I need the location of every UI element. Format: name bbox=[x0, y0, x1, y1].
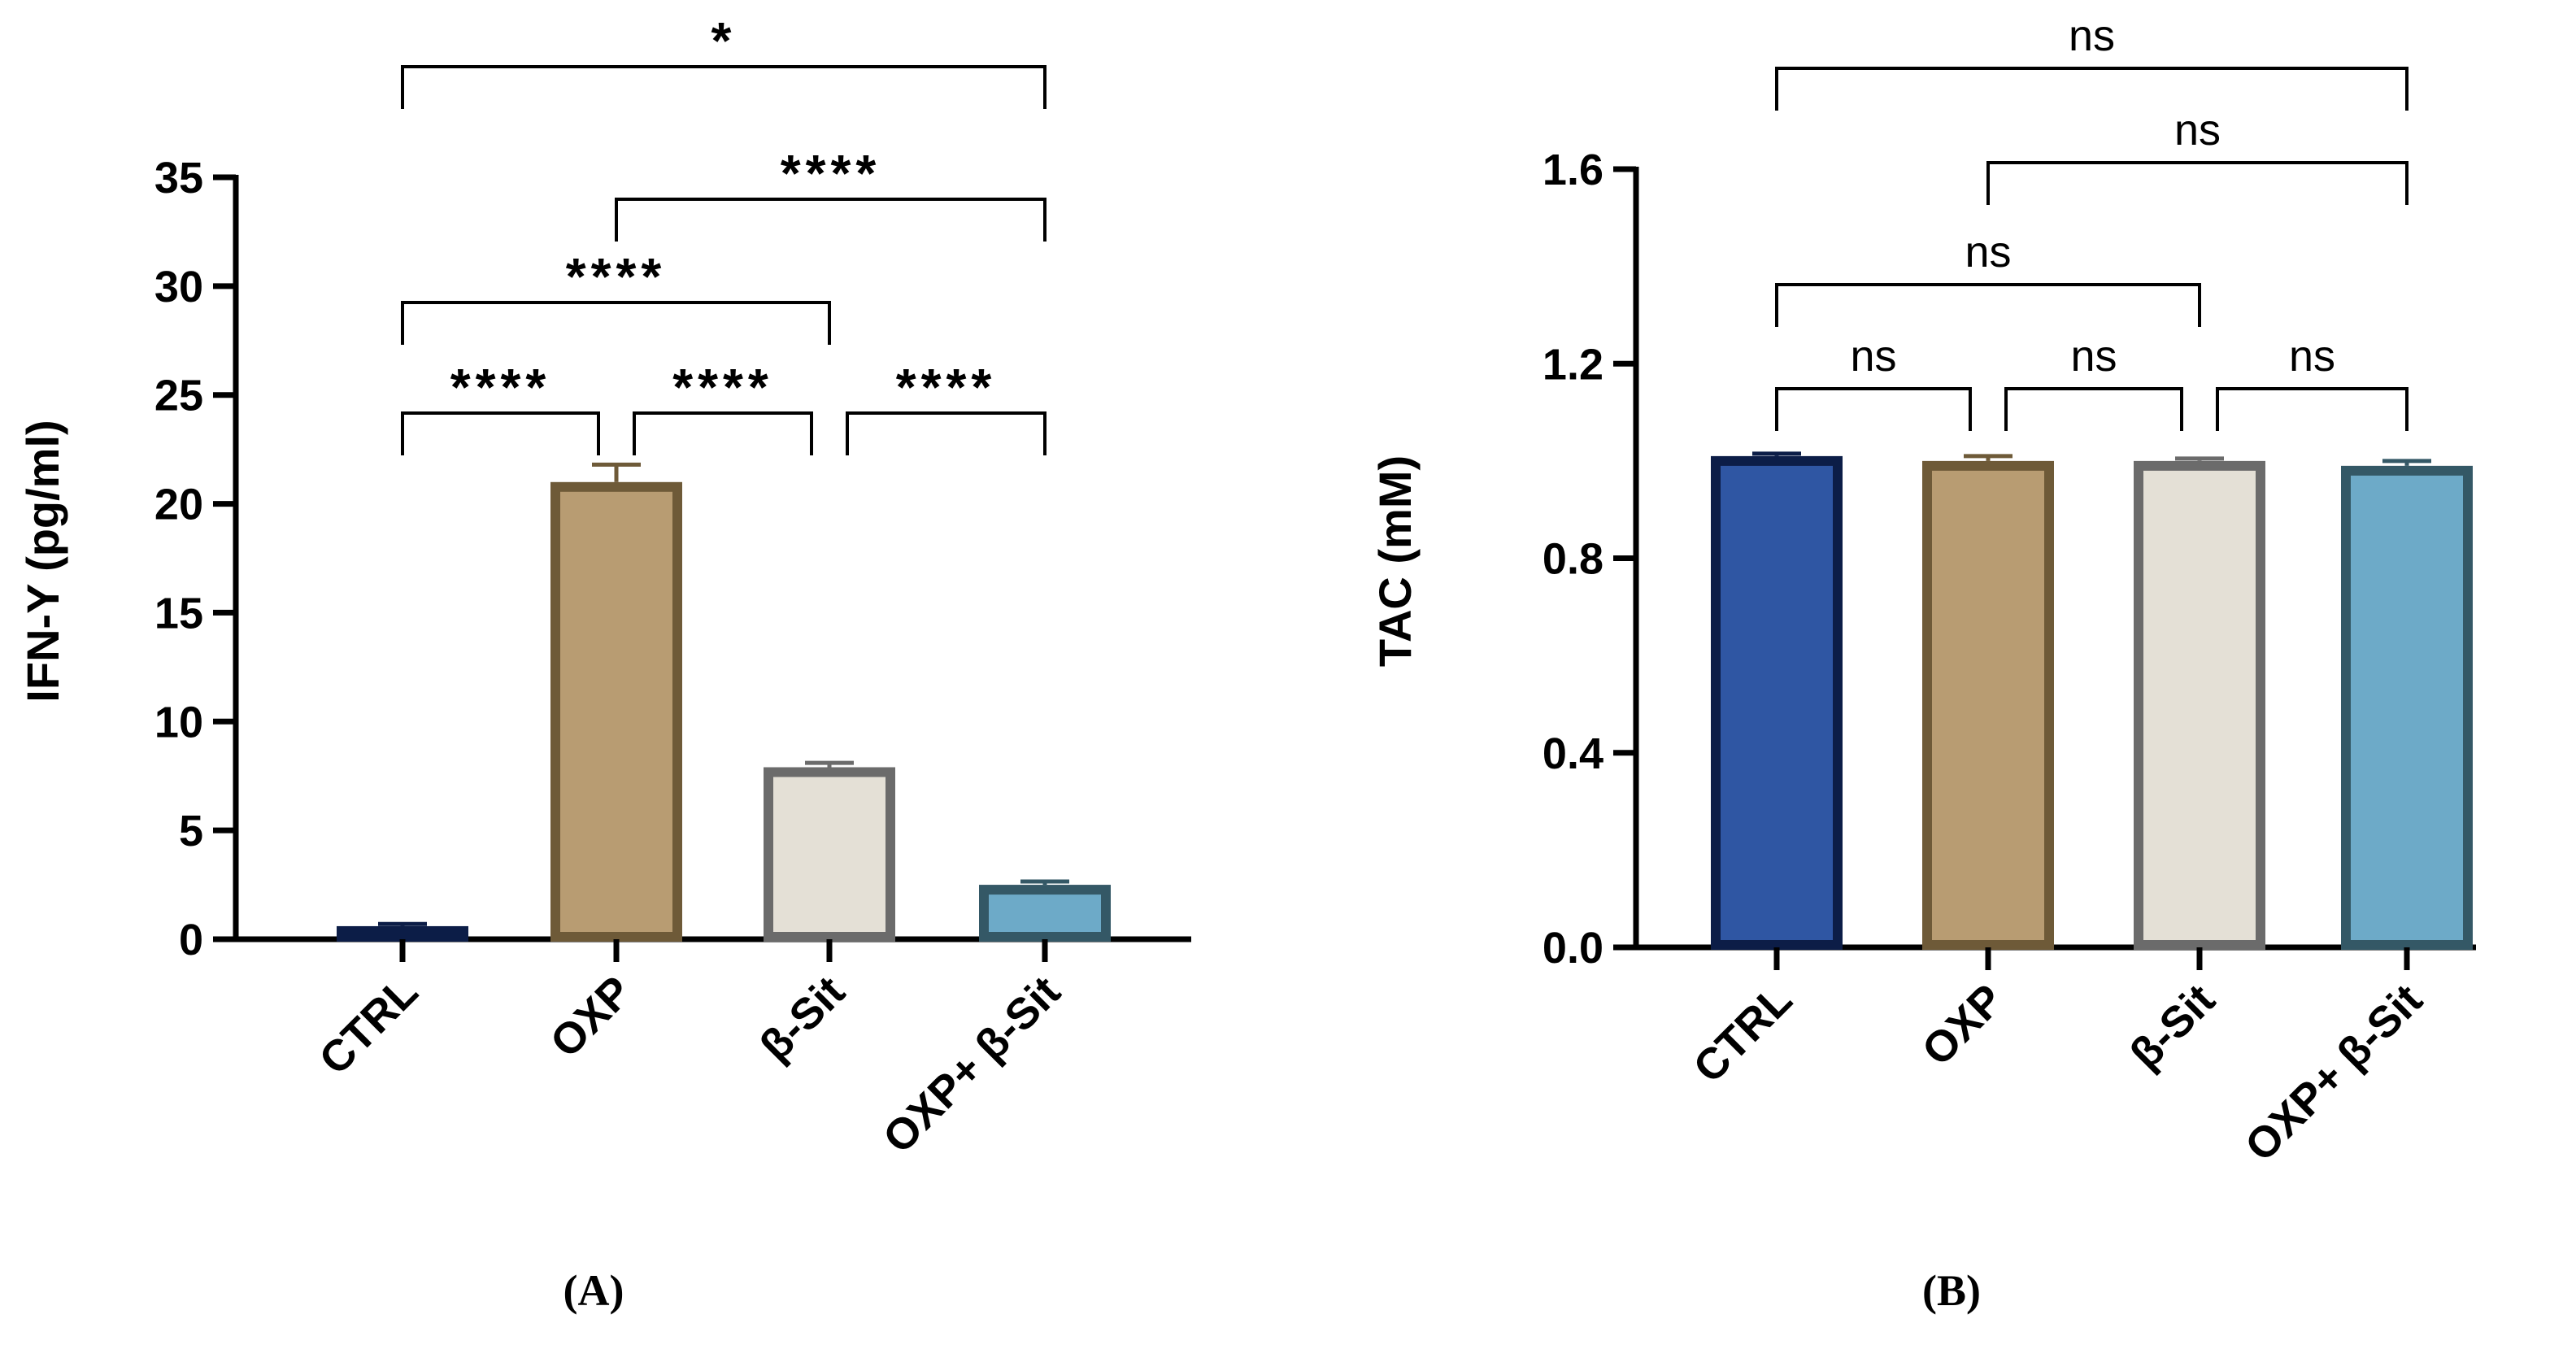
bar-3 bbox=[2341, 465, 2473, 950]
y-axis-title: IFN-Y (pg/ml) bbox=[17, 420, 68, 702]
significance-bracket bbox=[401, 65, 1046, 109]
y-tick-label: 1.2 bbox=[1543, 340, 1603, 389]
significance-bracket bbox=[401, 411, 600, 455]
significance-bracket bbox=[1986, 161, 2408, 205]
bar-0 bbox=[337, 925, 468, 942]
significance-label: * bbox=[711, 11, 737, 70]
significance-label: **** bbox=[672, 358, 773, 416]
significance-label: ns bbox=[2289, 332, 2335, 381]
significance-label: **** bbox=[566, 247, 667, 306]
y-tick-label: 0.0 bbox=[1543, 924, 1603, 973]
significance-label: **** bbox=[896, 358, 997, 416]
x-category-label: OXP bbox=[1912, 975, 2012, 1075]
x-category-label: β-Sit bbox=[2121, 975, 2224, 1078]
y-axis-title: TAC (mM) bbox=[1369, 455, 1421, 667]
bar-1 bbox=[550, 481, 682, 942]
x-category-label: OXP+ β-Sit bbox=[874, 967, 1070, 1163]
significance-label: ns bbox=[2070, 332, 2117, 381]
significance-bracket bbox=[846, 411, 1046, 455]
y-tick-label: 35 bbox=[154, 154, 203, 202]
x-category-label: CTRL bbox=[310, 967, 427, 1084]
y-tick-label: 0.8 bbox=[1543, 535, 1603, 584]
significance-bracket bbox=[2216, 387, 2408, 431]
significance-label: **** bbox=[781, 144, 881, 202]
significance-bracket bbox=[1775, 387, 1972, 431]
significance-bracket bbox=[1775, 67, 2408, 111]
bar-2 bbox=[764, 767, 895, 942]
y-tick-label: 5 bbox=[179, 807, 203, 855]
y-tick-label: 30 bbox=[154, 263, 203, 311]
panel-label: (A) bbox=[564, 1266, 624, 1315]
significance-bracket bbox=[401, 301, 831, 345]
significance-label: ns bbox=[1850, 332, 1896, 381]
y-tick-label: 0 bbox=[179, 916, 203, 964]
y-tick-label: 15 bbox=[154, 589, 203, 638]
x-category-label: OXP bbox=[541, 967, 641, 1067]
significance-label: ns bbox=[2069, 11, 2115, 60]
y-tick-label: 0.4 bbox=[1543, 729, 1603, 778]
y-tick-label: 20 bbox=[154, 481, 203, 529]
y-tick-label: 25 bbox=[154, 372, 203, 420]
chart-panel-a: 0 5 10 15 20 25 30 35 IFN-Y (pg/ml) CTRL OXP β-Sit O… bbox=[17, 11, 1191, 1315]
x-category-label: β-Sit bbox=[751, 967, 854, 1070]
x-category-label: OXP+ β-Sit bbox=[2236, 975, 2432, 1171]
significance-bracket bbox=[615, 198, 1046, 242]
significance-label: ns bbox=[2174, 106, 2221, 155]
bar-3 bbox=[979, 885, 1111, 942]
bar-0 bbox=[1711, 455, 1843, 950]
significance-label: ns bbox=[1965, 228, 2011, 276]
significance-bracket bbox=[2004, 387, 2183, 431]
y-tick-label: 10 bbox=[154, 698, 203, 746]
significance-bracket bbox=[1775, 283, 2201, 327]
significance-label: **** bbox=[450, 358, 551, 416]
chart-panel-b: 0.0 0.4 0.8 1.2 1.6 TAC (mM) CTRL OXP β-Sit OXP+ … bbox=[1369, 11, 2476, 1315]
significance-bracket bbox=[633, 411, 813, 455]
bar-1 bbox=[1922, 460, 2054, 950]
x-category-label: CTRL bbox=[1684, 975, 1801, 1092]
y-tick-label: 1.6 bbox=[1543, 146, 1603, 194]
bar-2 bbox=[2134, 460, 2265, 950]
panel-label: (B) bbox=[1922, 1266, 1981, 1315]
